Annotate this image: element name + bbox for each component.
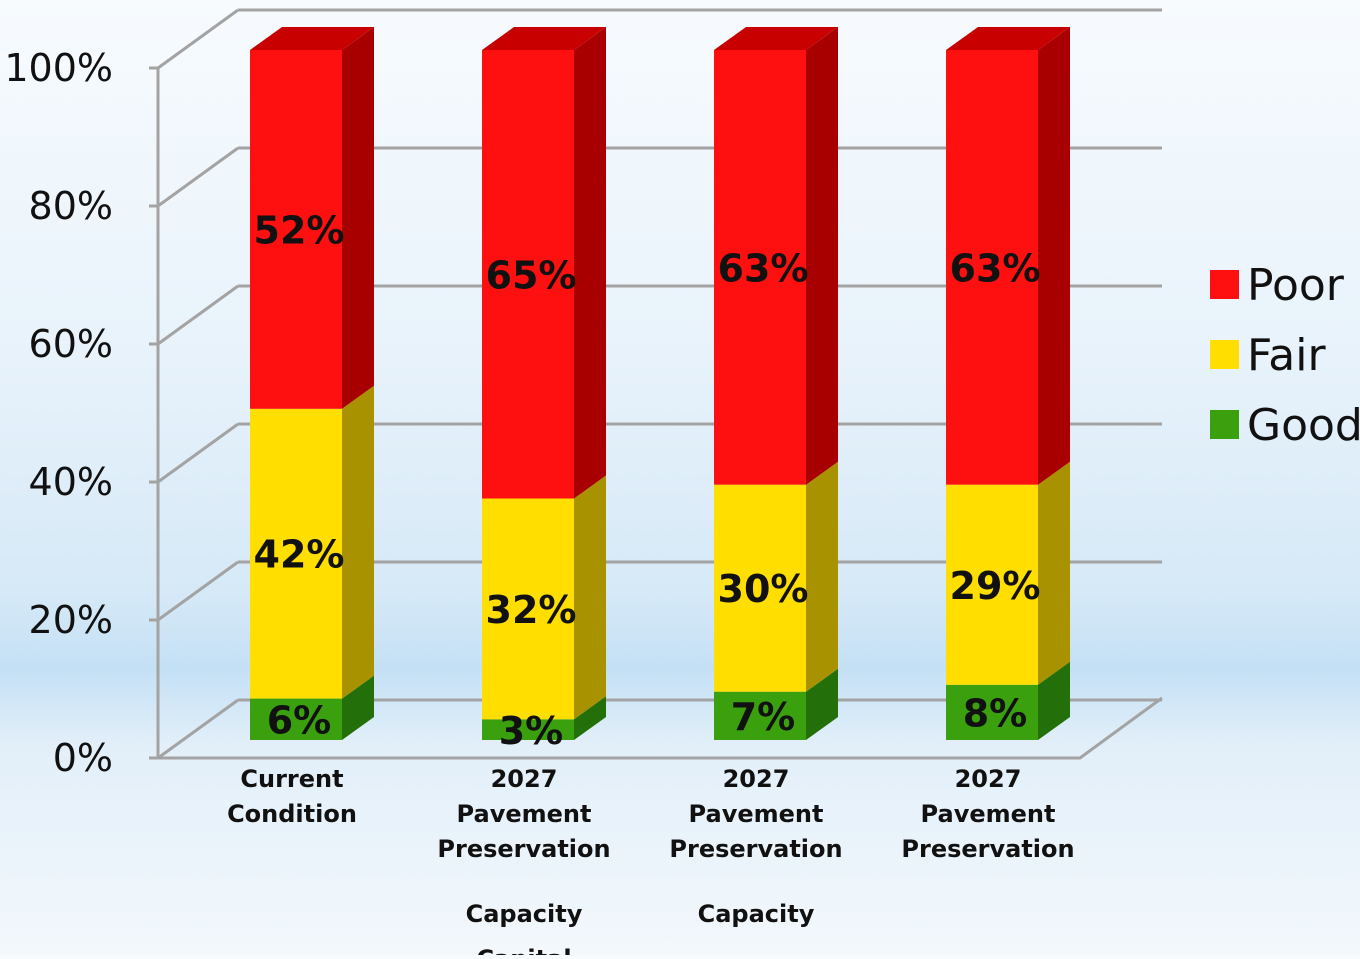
bar-segment-fair: [946, 484, 1038, 685]
x-category-label: Pavement: [921, 800, 1056, 828]
data-label-good: 6%: [267, 698, 332, 742]
x-category-label: Current: [240, 765, 343, 793]
bar-segment-good: [250, 698, 342, 740]
legend-swatch-poor: [1210, 270, 1239, 299]
bar-segment-poor: [250, 50, 342, 409]
y-tick-label: 100%: [4, 46, 113, 90]
bar-segment-poor: [714, 50, 806, 485]
data-label-poor: 63%: [950, 246, 1041, 290]
gridline-diagonal: [157, 146, 239, 208]
legend: Poor Fair Good: [1210, 260, 1360, 451]
gridline-diagonal: [157, 284, 239, 346]
data-label-poor: 52%: [254, 208, 345, 252]
x-category-label: 2027: [955, 765, 1022, 793]
bar-segment-fair: [482, 498, 574, 720]
x-category-label: Capacity: [466, 900, 583, 928]
legend-swatch-fair: [1210, 340, 1239, 369]
x-category-label: Preservation: [669, 835, 842, 863]
x-category-label: Capital: [476, 945, 571, 955]
x-category-label: 2027: [491, 765, 558, 793]
chart-walls: [157, 8, 1163, 760]
x-category-label: Preservation: [901, 835, 1074, 863]
data-label-good: 8%: [963, 691, 1028, 735]
x-category-label: 2027: [723, 765, 790, 793]
y-tick-label: 20%: [29, 598, 113, 642]
data-label-fair: 32%: [486, 588, 577, 632]
y-tick-label: 0%: [53, 736, 113, 780]
x-category-label: Preservation: [437, 835, 610, 863]
bar-top-poor: [482, 27, 606, 50]
bar-side-good: [574, 696, 606, 740]
legend-label-good: Good: [1247, 400, 1360, 451]
bar-side-good: [1038, 661, 1070, 740]
x-axis: Current Condition 2027 Pavement Preservation…: [227, 765, 1075, 959]
bar-segment-good: [946, 684, 1038, 740]
bar-top-poor: [714, 27, 838, 50]
chart-bars: [250, 27, 1070, 740]
y-tick-label: 60%: [29, 322, 113, 366]
gridline-diagonal: [157, 560, 239, 622]
bar-side-poor: [806, 27, 838, 485]
legend-swatch-good: [1210, 410, 1239, 439]
bar-segment-poor: [946, 50, 1038, 485]
data-label-good: 3%: [499, 709, 564, 753]
bar-side-good: [806, 668, 838, 740]
legend-label-fair: Fair: [1247, 330, 1326, 381]
x-category-label: Capacity: [698, 900, 815, 928]
bar-top-poor: [250, 27, 374, 50]
x-category-label: Pavement: [689, 800, 824, 828]
y-axis: 0% 20% 40% 60% 80% 100%: [4, 46, 160, 780]
chart-data-labels: 6% 42% 52% 3% 32% 65% 7% 30% 63% 8% 29% 63%: [254, 208, 1041, 753]
bar-side-poor: [574, 27, 606, 499]
bar-segment-good: [482, 719, 574, 740]
y-tick-label: 80%: [29, 184, 113, 228]
gridline-diagonal: [157, 8, 239, 70]
bar-side-poor: [1038, 27, 1070, 485]
bar-segment-fair: [250, 408, 342, 699]
legend-label-poor: Poor: [1247, 260, 1345, 311]
bar-side-fair: [1038, 461, 1070, 685]
bar-segment-poor: [482, 50, 574, 499]
bar-side-fair: [342, 385, 374, 699]
bar-side-fair: [806, 461, 838, 692]
gridline-diagonal: [157, 698, 239, 760]
gridline-diagonal: [157, 422, 239, 484]
bar-side-fair: [574, 475, 606, 720]
data-label-good: 7%: [731, 695, 796, 739]
bar-segment-good: [714, 691, 806, 740]
bar-segment-fair: [714, 484, 806, 692]
floor-edge: [158, 696, 1163, 760]
bar-top-poor: [946, 27, 1070, 50]
y-tick-label: 40%: [29, 460, 113, 504]
data-label-poor: 65%: [486, 253, 577, 297]
x-category-label: Condition: [227, 800, 357, 828]
x-category-label: Pavement: [457, 800, 592, 828]
data-label-poor: 63%: [718, 246, 809, 290]
bar-side-poor: [342, 27, 374, 409]
data-label-fair: 30%: [718, 567, 809, 611]
data-label-fair: 29%: [950, 564, 1041, 608]
bar-side-good: [342, 675, 374, 740]
data-label-fair: 42%: [254, 533, 345, 577]
